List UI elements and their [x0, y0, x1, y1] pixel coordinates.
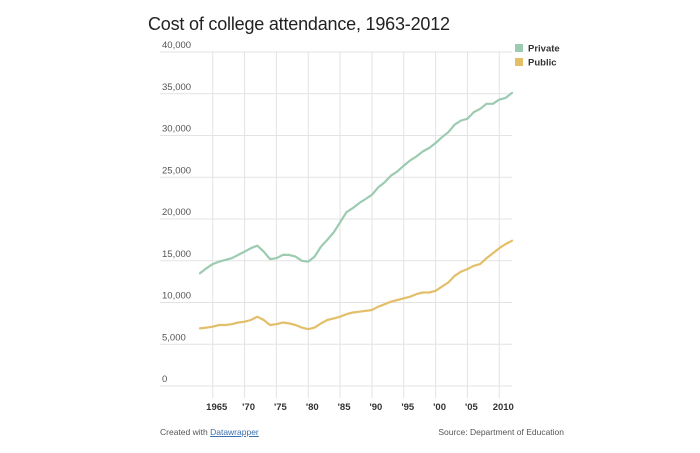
x-tick-label: '95 — [401, 402, 415, 413]
y-axis: 0 5,000 10,000 15,000 20,000 25,000 30,000 35,0… — [162, 40, 191, 385]
x-tick-label: '05 — [465, 402, 479, 413]
y-tick-label: 5,000 — [162, 332, 186, 343]
x-tick-label: '75 — [274, 402, 288, 413]
y-tick-label: 15,000 — [162, 249, 191, 260]
x-tick-label: 2010 — [493, 402, 514, 413]
y-tick-label: 20,000 — [162, 207, 191, 218]
x-tick-label: '80 — [306, 402, 319, 413]
legend: Private Public — [515, 44, 560, 69]
y-tick-label: 40,000 — [162, 40, 191, 51]
chart-title: Cost of college attendance, 1963-2012 — [148, 14, 450, 34]
y-tick-label: 35,000 — [162, 82, 191, 93]
x-tick-label: '00 — [433, 402, 446, 413]
x-tick-label: '90 — [370, 402, 383, 413]
x-axis: 1965 '70 '75 '80 '85 '90 '95 '00 '05 2010 — [206, 402, 514, 413]
source-note: Source: Department of Education — [438, 427, 564, 437]
y-tick-label: 0 — [162, 374, 167, 385]
legend-label-private: Private — [528, 44, 560, 55]
legend-swatch-public — [515, 58, 523, 66]
credit-prefix: Created with — [160, 427, 211, 437]
x-tick-label: '85 — [338, 402, 352, 413]
series-line-public — [198, 239, 514, 331]
series-line-private — [198, 91, 514, 275]
datawrapper-link[interactable]: Datawrapper — [210, 427, 259, 437]
y-tick-label: 25,000 — [162, 165, 191, 176]
x-tick-label: 1965 — [206, 402, 228, 413]
legend-label-public: Public — [528, 58, 557, 69]
y-tick-label: 10,000 — [162, 291, 191, 302]
legend-swatch-private — [515, 44, 523, 52]
y-tick-label: 30,000 — [162, 124, 191, 135]
credit-note: Created with Datawrapper — [160, 427, 259, 437]
series-lines — [198, 91, 514, 331]
x-tick-label: '70 — [242, 402, 255, 413]
gridlines — [160, 51, 512, 398]
